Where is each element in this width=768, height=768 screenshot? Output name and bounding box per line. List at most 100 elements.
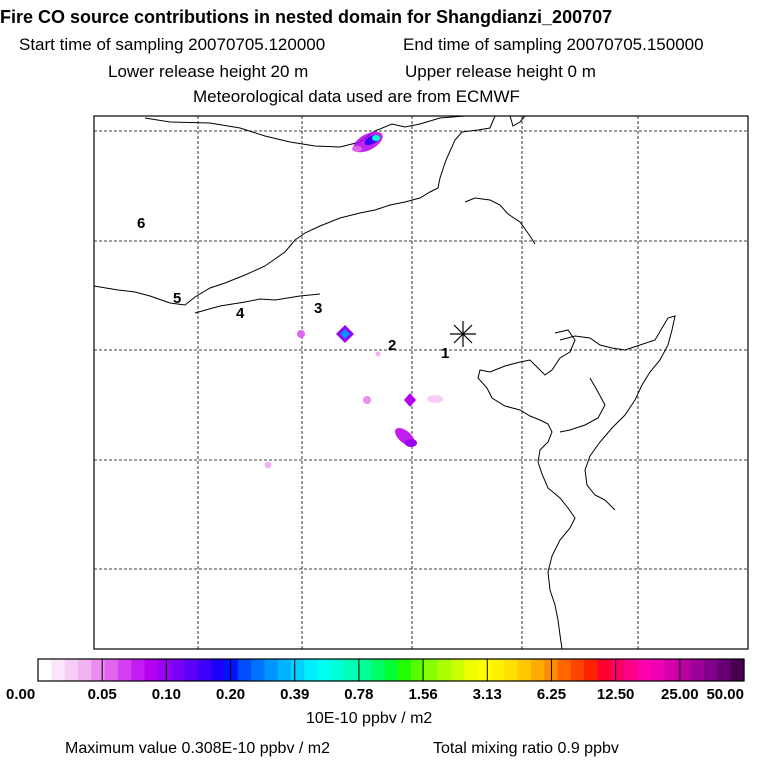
maximum-value-label: Maximum value 0.308E-10 ppbv / m2: [65, 740, 331, 757]
colorbar-segment: [677, 659, 692, 681]
traj-label-5: 5: [173, 290, 181, 307]
trajectory-labels: 1 2 3 4 5 6: [137, 215, 449, 362]
colorbar-segment: [357, 659, 372, 681]
colorbar-segment: [117, 659, 132, 681]
colorbar-tick-label: 50.00: [706, 686, 744, 703]
colorbar-tick-label: 0.00: [6, 686, 35, 703]
map-frame: [93, 115, 749, 650]
met-data-label: Meteorological data used are from ECMWF: [193, 87, 520, 106]
coast-bohai: [477, 329, 576, 650]
heatmap-cell: [264, 461, 272, 469]
northern-border: [144, 115, 466, 148]
colorbar-tick-label: 0.39: [280, 686, 309, 703]
heatmap-cell: [372, 135, 380, 141]
colorbar-segment: [384, 659, 399, 681]
upper-release-label: Upper release height 0 m: [405, 62, 596, 81]
colorbar-segment: [610, 659, 625, 681]
colorbar-segment: [211, 659, 226, 681]
coast-korea: [559, 315, 676, 511]
colorbar-segment: [730, 659, 745, 681]
colorbar-segment: [344, 659, 359, 681]
colorbar-segment: [331, 659, 345, 681]
colorbar-segment: [450, 659, 465, 681]
coastline-borders: [93, 115, 676, 650]
colorbar-segment: [530, 659, 545, 681]
colorbar-segment: [437, 659, 452, 681]
border-east-north: [93, 115, 496, 306]
heatmap-cell: [405, 439, 417, 447]
traj-label-4: 4: [236, 305, 245, 322]
colorbar-segment: [144, 659, 159, 681]
colorbar-segment: [570, 659, 585, 681]
colorbar-segment: [717, 659, 732, 681]
heatmap-cell: [352, 146, 362, 152]
heatmap-cell: [340, 329, 350, 339]
colorbar-segment: [51, 659, 66, 681]
colorbar-segment: [304, 659, 319, 681]
colorbar-segment: [184, 659, 199, 681]
colorbar-tick-label: 0.10: [152, 686, 181, 703]
colorbar-segment: [584, 659, 599, 681]
colorbar-segment: [277, 659, 292, 681]
colorbar-tick-label: 6.25: [537, 686, 566, 703]
colorbar-segment: [291, 659, 306, 681]
colorbar-segment: [397, 659, 412, 681]
colorbar-segment: [690, 659, 705, 681]
colorbar-segment: [171, 659, 186, 681]
gridlines: [94, 116, 748, 649]
colorbar-segment: [557, 659, 572, 681]
colorbar-segment: [664, 659, 678, 681]
heatmap-cells: [264, 131, 443, 469]
colorbar-segment: [517, 659, 532, 681]
colorbar-segment: [251, 659, 266, 681]
colorbar-tick-label: 1.56: [408, 686, 437, 703]
colorbar-tick-label: 0.78: [344, 686, 373, 703]
colorbar-segment: [264, 659, 279, 681]
colorbar-segment: [490, 659, 505, 681]
total-mixing-ratio-label: Total mixing ratio 0.9 ppbv: [433, 740, 619, 757]
traj-label-6: 6: [137, 215, 145, 232]
colorbar-tick-label: 12.50: [597, 686, 635, 703]
colorbar: [37, 658, 745, 682]
border-eastern: [464, 115, 536, 245]
colorbar-segment: [704, 659, 718, 681]
colorbar-segment: [91, 659, 106, 681]
end-time-label: End time of sampling 20070705.150000: [403, 35, 704, 54]
colorbar-segment: [38, 659, 52, 681]
colorbar-segment: [650, 659, 665, 681]
colorbar-tick-label: 25.00: [661, 686, 699, 703]
border-mid: [194, 293, 321, 314]
colorbar-tick-label: 3.13: [473, 686, 502, 703]
colorbar-units: 10E-10 ppbv / m2: [306, 710, 433, 727]
colorbar-segment: [637, 659, 652, 681]
heatmap-cell: [427, 395, 443, 403]
traj-label-2: 2: [388, 337, 396, 354]
heatmap-cell: [375, 351, 381, 357]
colorbar-segment: [131, 659, 146, 681]
colorbar-segment: [464, 659, 479, 681]
colorbar-tick-labels: 0.00 0.05 0.10 0.20 0.39 0.78 1.56 3.13 6.25 12.5…: [6, 686, 744, 703]
colorbar-segment: [104, 659, 119, 681]
station-asterisk-icon: [450, 321, 476, 347]
colorbar-segment: [410, 659, 425, 681]
colorbar-segment: [317, 659, 332, 681]
colorbar-tick-label: 0.05: [88, 686, 117, 703]
heatmap-cell: [297, 330, 305, 338]
colorbar-segment: [157, 659, 172, 681]
colorbar-segment: [237, 659, 252, 681]
lower-release-label: Lower release height 20 m: [108, 62, 309, 81]
colorbar-segment: [64, 659, 79, 681]
colorbar-segment: [477, 659, 492, 681]
coast-korea-south: [559, 377, 606, 433]
heatmap-cell: [404, 393, 416, 407]
colorbar-segment: [197, 659, 212, 681]
colorbar-segment: [77, 659, 92, 681]
start-time-label: Start time of sampling 20070705.120000: [19, 35, 326, 54]
colorbar-segment: [597, 659, 612, 681]
colorbar-segment: [371, 659, 385, 681]
chart-title: Fire CO source contributions in nested d…: [0, 7, 613, 27]
traj-label-3: 3: [314, 300, 322, 317]
colorbar-segment: [504, 659, 519, 681]
heatmap-cell: [363, 396, 371, 404]
